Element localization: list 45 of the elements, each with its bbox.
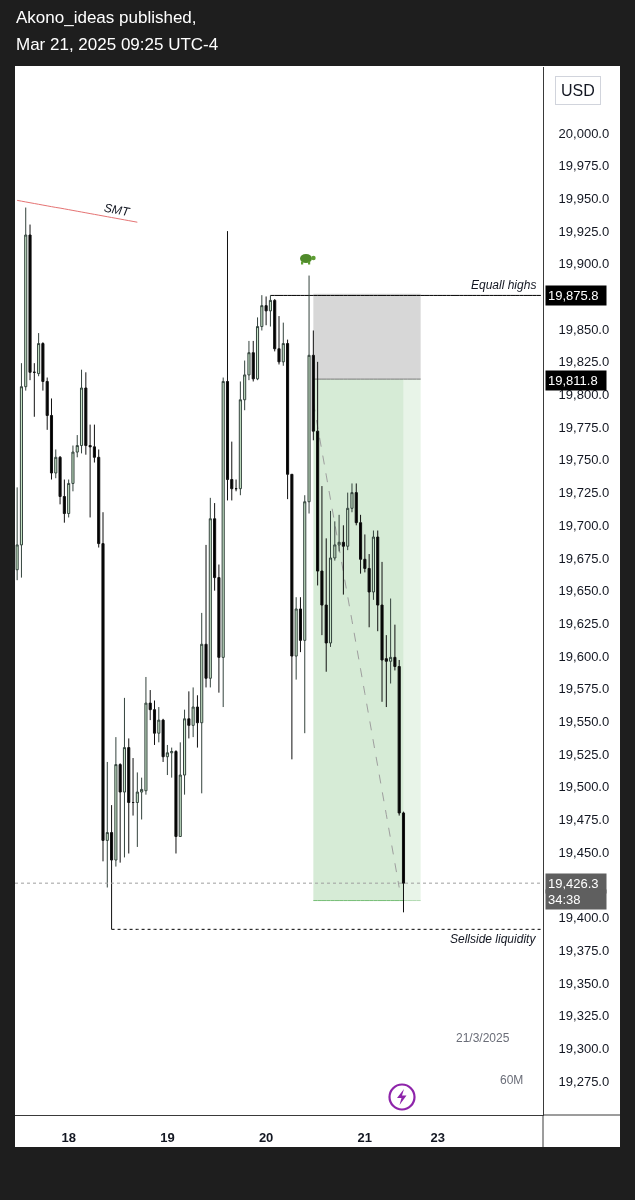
y-tick-label: 19,300.0: [558, 1040, 610, 1056]
x-tick-label: 18: [61, 1129, 76, 1145]
y-tick-label: 19,550.0: [558, 713, 610, 729]
x-tick-label: 21: [357, 1129, 373, 1145]
y-tick-label: 19,825.0: [558, 354, 610, 370]
y-tick-label: 19,450.0: [558, 844, 610, 860]
data-label: 19,875.8: [548, 288, 599, 303]
y-tick-label: 19,375.0: [558, 942, 610, 958]
y-tick-label: 19,500.0: [558, 779, 610, 795]
y-tick-label: 19,700.0: [558, 517, 610, 533]
y-tick-label: 19,625.0: [558, 615, 610, 631]
text: 19,811.8: [548, 373, 598, 388]
series-label: Equall highs: [471, 278, 537, 292]
y-tick-label: 19,525.0: [558, 746, 610, 762]
y-tick-label: 19,600.0: [558, 648, 610, 664]
ref-line-label: 19,426.3: [548, 876, 599, 891]
y-tick-label: 19,475.0: [558, 812, 610, 828]
text: SMT: [102, 200, 132, 220]
x-tick-label: 20: [258, 1129, 274, 1145]
annotation: 60M: [500, 1073, 524, 1087]
text: Akono_ideas published,: [16, 8, 197, 27]
annotation: 21/3/2025: [456, 1031, 510, 1045]
y-tick-label: 19,800.0: [558, 387, 610, 403]
y-tick-label: 19,900.0: [558, 256, 610, 272]
y-tick-label: 19,925.0: [558, 223, 610, 239]
y-tick-label: 19,750.0: [558, 452, 610, 468]
y-tick-label: 19,350.0: [558, 975, 610, 991]
y-tick-label: 19,400.0: [558, 910, 610, 926]
y-tick-label: 19,775.0: [558, 419, 610, 435]
y-tick-label: 19,325.0: [558, 1008, 610, 1024]
y-axis-title: USD: [561, 82, 595, 99]
series-label: Sellside liquidity: [450, 932, 537, 946]
y-tick-label: 19,850.0: [558, 321, 610, 337]
text: 34:38: [548, 892, 581, 907]
y-tick-label: 19,650.0: [558, 583, 610, 599]
y-tick-label: 20,000.0: [558, 125, 610, 141]
y-tick-label: 19,275.0: [558, 1073, 610, 1089]
text: Mar 21, 2025 09:25 UTC-4: [16, 35, 219, 54]
y-tick-label: 19,725.0: [558, 485, 610, 501]
y-tick-label: 19,575.0: [558, 681, 610, 697]
y-tick-label: 19,675.0: [558, 550, 610, 566]
y-tick-label: 19,975.0: [558, 158, 610, 174]
x-tick-label: 19: [160, 1129, 175, 1145]
y-tick-label: 19,950.0: [558, 190, 610, 206]
x-tick-label: 23: [430, 1129, 446, 1145]
